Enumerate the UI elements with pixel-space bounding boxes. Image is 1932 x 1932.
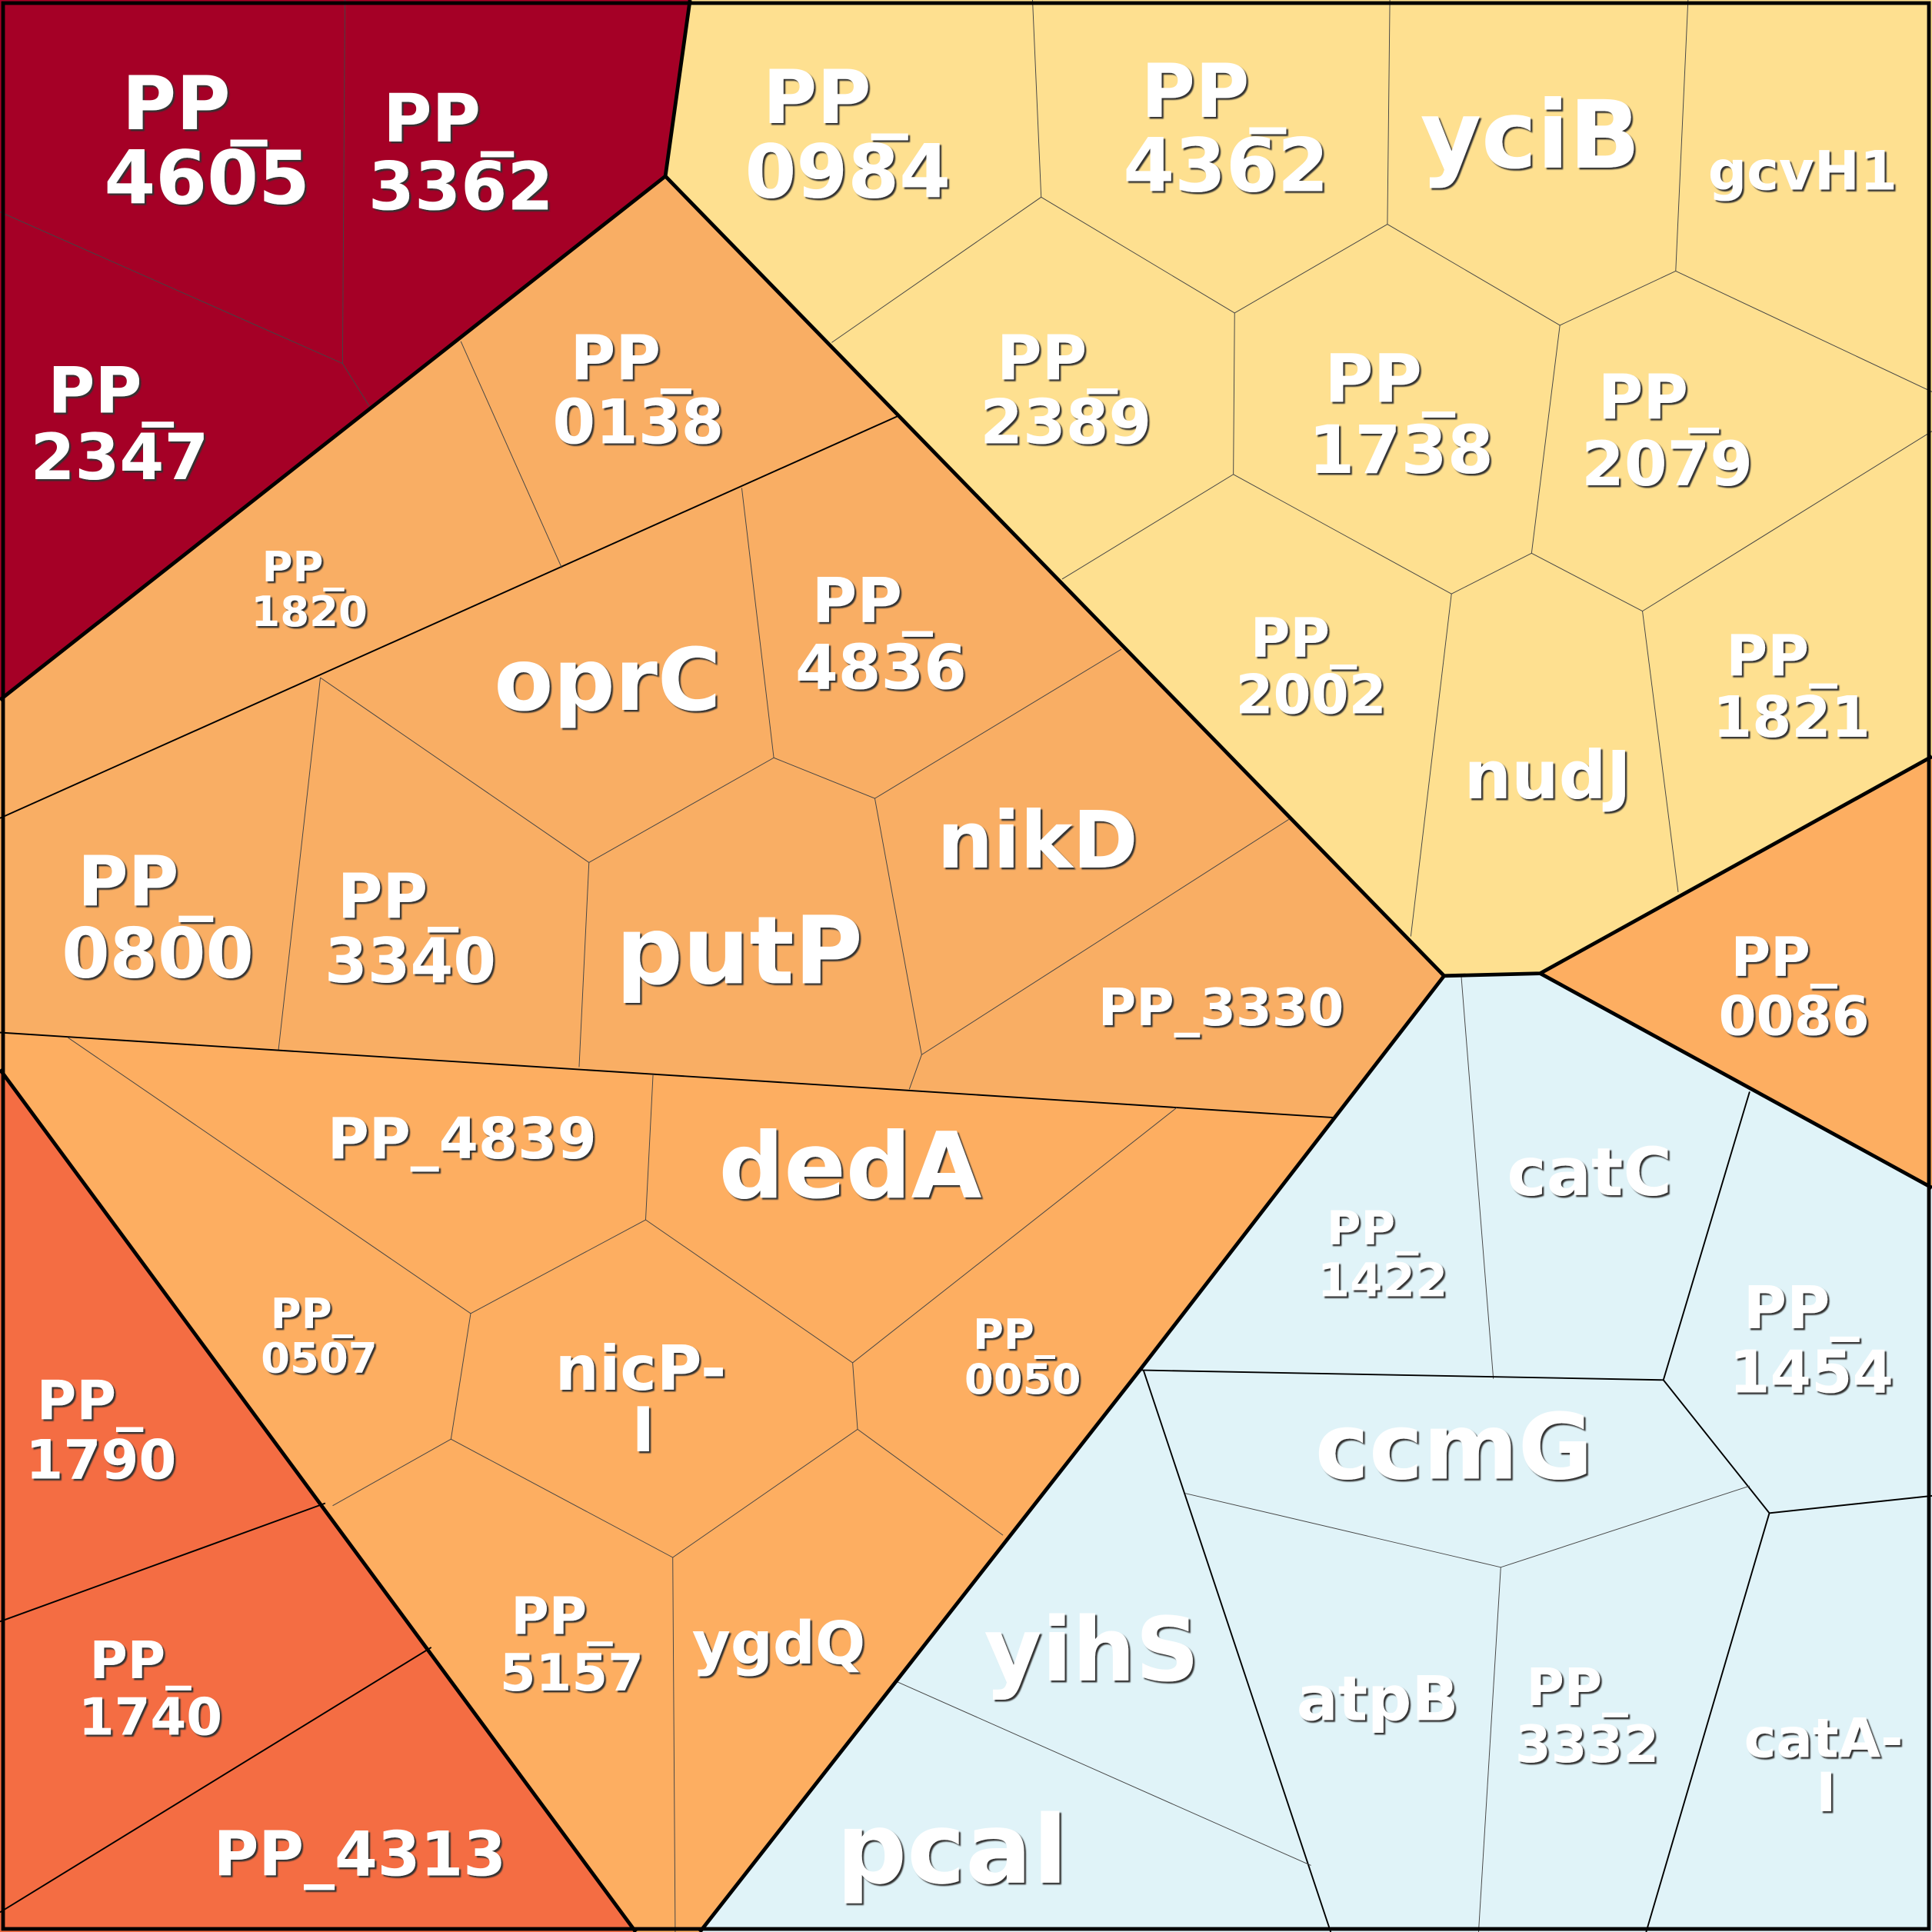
cell-label-pp0800-line1: PP_ — [78, 843, 213, 923]
cell-label-pp2079-line2: 2079 — [1581, 428, 1753, 500]
cell-label-pp0050-line1: PP_ — [973, 1310, 1056, 1359]
cell-label-pp1422-line1: PP_ — [1327, 1201, 1419, 1256]
cell-label-putP: putP — [616, 896, 863, 1005]
cell-label-pp5157-line1: PP_ — [511, 1586, 613, 1646]
group-dark-red — [0, 0, 691, 700]
cell-label-pp1821-line2: 1821 — [1713, 685, 1870, 751]
cell-label-pp2347-line1: PP_ — [48, 354, 174, 428]
cell-label-pp4839: PP_4839 — [328, 1107, 597, 1172]
cell-label-pp1740-line2: 1740 — [78, 1687, 222, 1747]
group-light-blue — [699, 973, 1932, 1932]
cell-label-pp1790-line1: PP_ — [37, 1370, 144, 1433]
cell-label-catAI-line1: catA- — [1744, 1707, 1904, 1770]
cell-label-pp0138-line1: PP_ — [571, 322, 692, 394]
cell-label-pp1821-line1: PP_ — [1726, 624, 1837, 689]
cell-label-pp1820-line2: 1820 — [251, 587, 368, 636]
cell-label-nicPI-line2: I — [631, 1394, 655, 1466]
group-pp0086 — [1540, 756, 1932, 1188]
cell-label-yihS: yihS — [984, 1599, 1199, 1702]
cell-label-pp0984-line2: 0984 — [744, 128, 951, 215]
cell-label-pp1790-line2: 1790 — [25, 1428, 176, 1491]
cell-label-pp2079-line1: PP_ — [1598, 362, 1720, 434]
cell-label-pp0086-line2: 0086 — [1719, 985, 1870, 1048]
cell-label-pcaI: pcaI — [836, 1792, 1068, 1907]
cell-label-pp0507-line2: 0507 — [261, 1334, 378, 1383]
cell-label-pp0507-line1: PP_ — [271, 1289, 354, 1338]
cell-label-atpB: atpB — [1297, 1663, 1459, 1734]
cell-label-pp1454-line2: 1454 — [1729, 1338, 1894, 1407]
cell-label-pp1740-line1: PP_ — [90, 1631, 192, 1690]
cell-label-pp3340-line2: 3340 — [325, 925, 496, 997]
cell-label-pp0138-line2: 0138 — [552, 387, 724, 458]
cell-label-pp4313: PP_4313 — [214, 1818, 506, 1890]
cell-label-pp1738-line2: 1738 — [1308, 412, 1494, 489]
cell-label-pp3330: PP_3330 — [1098, 978, 1344, 1038]
cell-label-pp2389-line1: PP_ — [997, 322, 1118, 394]
cell-label-nicPI-line1: nicP- — [555, 1333, 727, 1404]
group-yellow — [665, 0, 1932, 976]
cell-label-pp3332-line2: 3332 — [1515, 1714, 1659, 1774]
cell-label-gcvH1: gcvH1 — [1708, 140, 1897, 203]
cell-label-pp1738-line1: PP_ — [1324, 341, 1456, 418]
cell-labels: PP_ 4605 PP_ 3362 PP_ 2347 PP_ 0984 PP_ … — [25, 48, 1903, 1907]
cell-label-pp3332-line1: PP_ — [1526, 1657, 1628, 1717]
cell-label-pp4836-line1: PP_ — [812, 565, 934, 637]
cell-label-pp2002-line2: 2002 — [1236, 664, 1387, 727]
cell-label-pp2347-line2: 2347 — [30, 420, 208, 495]
cell-label-yciB: yciB — [1421, 81, 1641, 190]
cell-label-pp3362-line1: PP_ — [383, 81, 515, 158]
cell-label-pp3340-line1: PP_ — [338, 861, 459, 933]
cell-label-pp4362-line1: PP_ — [1141, 48, 1287, 135]
cell-label-nudJ: nudJ — [1464, 738, 1631, 814]
cell-label-ccmG: ccmG — [1315, 1394, 1593, 1500]
cell-label-nikD: nikD — [937, 795, 1138, 887]
cell-label-dedA: dedA — [718, 1113, 981, 1219]
cell-label-pp0984-line1: PP_ — [763, 55, 909, 141]
cell-label-pp1820-line1: PP_ — [262, 542, 345, 591]
cell-label-pp0800-line2: 0800 — [62, 914, 254, 994]
cell-label-pp1422-line2: 1422 — [1317, 1253, 1447, 1307]
group-orange-lower — [0, 1032, 1334, 1932]
cell-label-pp4362-line2: 4362 — [1123, 122, 1329, 208]
cell-label-pp3362-line2: 3362 — [368, 148, 554, 225]
cell-label-pp5157-line2: 5157 — [500, 1643, 644, 1703]
cell-label-catAI-line2: I — [1816, 1761, 1836, 1824]
cell-label-pp4605-line1: PP_ — [122, 61, 268, 147]
cell-label-pp0086-line1: PP_ — [1730, 926, 1837, 989]
cell-label-pp0050-line2: 0050 — [964, 1354, 1081, 1404]
cell-label-pp4605-line2: 4605 — [104, 135, 310, 221]
cell-label-ygdQ: ygdQ — [692, 1610, 866, 1678]
cell-label-pp1454-line1: PP_ — [1744, 1274, 1860, 1343]
cell-label-oprC: oprC — [494, 631, 721, 731]
cell-label-pp2002-line1: PP_ — [1251, 607, 1357, 670]
cell-label-catC: catC — [1507, 1134, 1671, 1211]
cell-label-pp2389-line2: 2389 — [980, 387, 1151, 458]
cell-label-pp4836-line2: 4836 — [795, 632, 967, 704]
